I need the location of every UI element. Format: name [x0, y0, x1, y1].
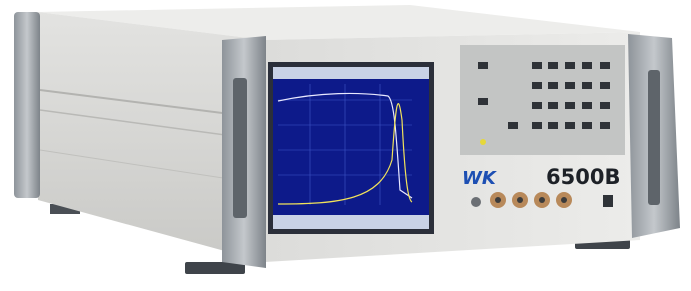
- indicator-led: [480, 139, 486, 145]
- screen: [273, 67, 429, 229]
- handle-grip: [648, 70, 660, 205]
- handle-grip: [233, 78, 247, 218]
- page: WK 6500B (() => { const data = JSON.pars…: [0, 0, 691, 291]
- screen-toolbar: [273, 67, 429, 79]
- screen-statusbar: [273, 215, 429, 229]
- brand-logo: WK: [462, 168, 498, 189]
- model-label: 6500B: [546, 165, 620, 189]
- device-photo: WK 6500B: [0, 0, 691, 291]
- rear-handle: [14, 12, 40, 198]
